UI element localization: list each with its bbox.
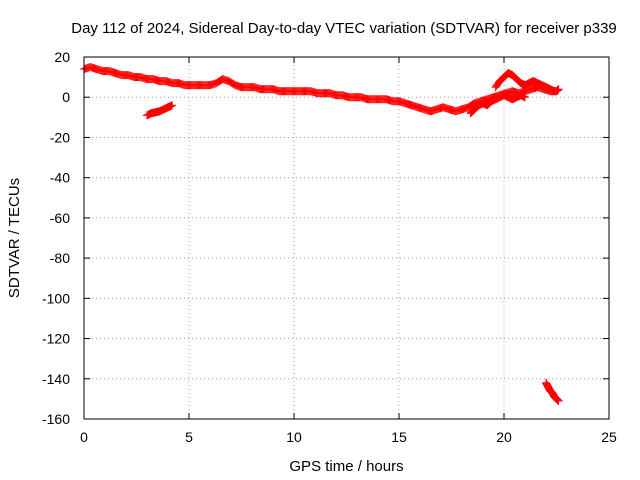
x-tick-label: 5 — [185, 429, 193, 445]
data-point — [550, 87, 559, 96]
y-tick-label: -140 — [42, 371, 70, 387]
y-tick-label: -160 — [42, 411, 70, 427]
y-axis-title: SDTVAR / TECUs — [6, 178, 23, 298]
data-point — [554, 396, 563, 405]
axis-ticks — [83, 56, 610, 420]
x-tick-label: 25 — [601, 429, 617, 445]
y-tick-label: -120 — [42, 331, 70, 347]
x-tick-label: 20 — [496, 429, 512, 445]
y-tick-label: -40 — [50, 170, 70, 186]
x-tick-label: 10 — [286, 429, 302, 445]
data-point — [521, 93, 529, 102]
data-point — [168, 101, 177, 110]
x-tick-label: 15 — [391, 429, 407, 445]
plot-frame — [83, 56, 610, 420]
y-tick-label: -80 — [50, 250, 70, 266]
y-tick-label: 20 — [54, 49, 70, 65]
data-point — [554, 85, 563, 94]
chart-title: Day 112 of 2024, Sidereal Day-to-day VTE… — [71, 20, 617, 37]
y-tick-labels: 20 0 -20 -40 -60 -80 -100 -120 -140 -160 — [42, 49, 70, 427]
y-tick-label: -20 — [50, 129, 70, 145]
y-tick-label: -100 — [42, 290, 70, 306]
x-tick-label: 0 — [80, 429, 88, 445]
grid-lines — [84, 57, 609, 419]
x-tick-labels: 0 5 10 15 20 25 — [80, 429, 617, 445]
y-tick-label: -60 — [50, 210, 70, 226]
x-axis-title: GPS time / hours — [289, 458, 403, 475]
y-tick-label: 0 — [62, 89, 70, 105]
data-points — [80, 63, 563, 405]
